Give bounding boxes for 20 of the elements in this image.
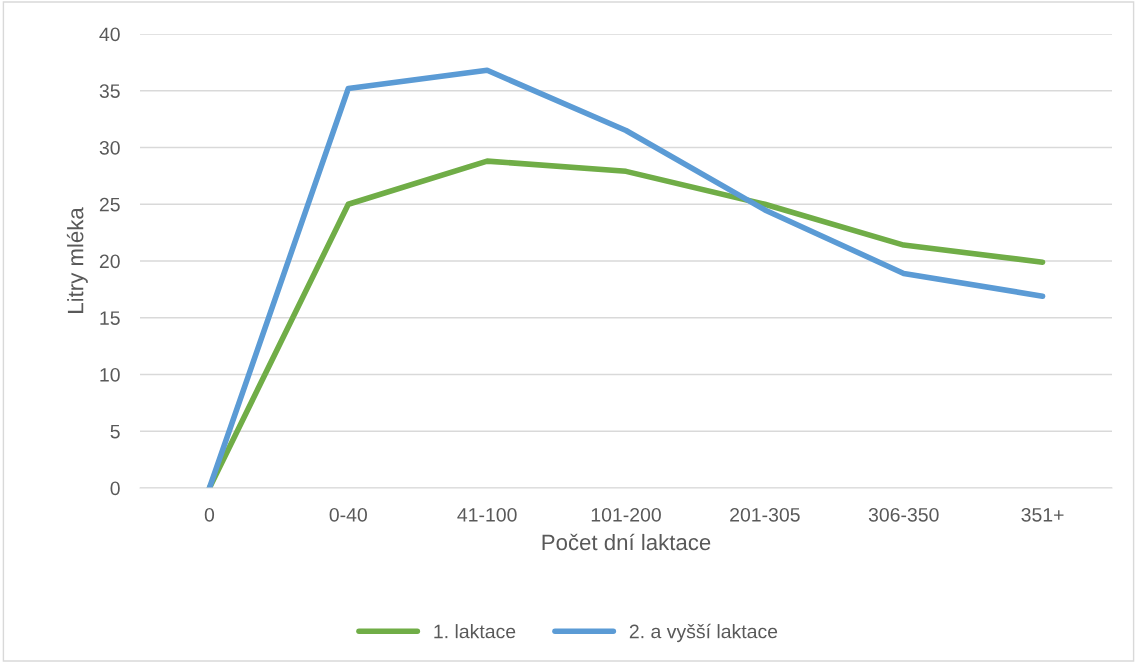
y-tick-label: 25 — [99, 197, 120, 212]
y-tick-label: 5 — [110, 424, 120, 439]
y-tick-label: 0 — [110, 481, 120, 496]
legend-label: 2. a vyšší laktace — [629, 623, 778, 643]
x-tick-label: 101-200 — [591, 507, 661, 522]
legend-label: 1. laktace — [434, 624, 516, 639]
y-tick-label: 10 — [100, 367, 120, 382]
x-tick-label: 0 — [204, 507, 215, 522]
y-axis-title: Litry mléka — [66, 207, 88, 313]
y-tick-label: 15 — [100, 311, 120, 325]
y-tick-label: 20 — [99, 254, 120, 269]
x-tick-label: 306-350 — [868, 507, 939, 522]
y-tick-label: 40 — [99, 27, 120, 42]
y-tick-label: 30 — [99, 140, 120, 155]
x-tick-label: 41-100 — [457, 507, 517, 522]
x-tick-label: 201-305 — [730, 507, 800, 522]
x-tick-label: 351+ — [1021, 507, 1064, 522]
x-tick-label: 0-40 — [329, 507, 367, 522]
x-axis-title: Počet dní laktace — [542, 533, 711, 551]
y-tick-label: 35 — [99, 84, 120, 98]
